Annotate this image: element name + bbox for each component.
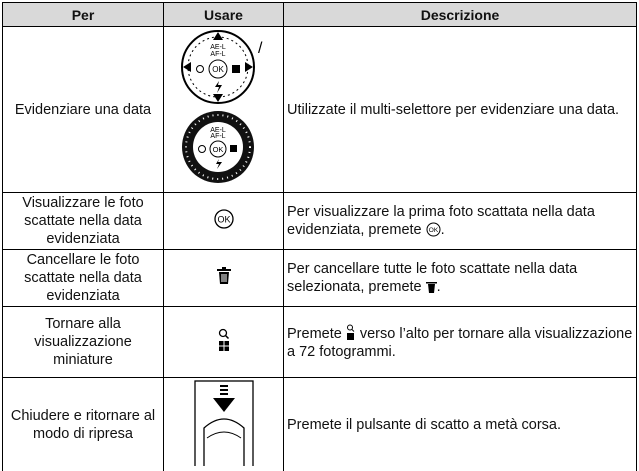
- description: Per visualizzare la prima foto scattata …: [284, 193, 637, 250]
- control: [164, 250, 284, 307]
- control: [164, 378, 284, 471]
- ok-icon: OK: [213, 208, 235, 230]
- description-text: .: [441, 222, 445, 238]
- separator: /: [258, 40, 263, 57]
- icon-label: OK: [212, 65, 224, 74]
- icon-label: AE-L: [210, 44, 226, 51]
- description: Premete verso l’alto per tornare alla vi…: [284, 307, 637, 378]
- icon-label: OK: [217, 214, 230, 224]
- delete-icon: [426, 280, 437, 294]
- icon-label: OK: [212, 145, 223, 154]
- delete-icon: [216, 266, 232, 286]
- action: Tornare alla visualizzazione miniature: [3, 307, 164, 378]
- zoom-out-icon: [346, 324, 356, 341]
- header-cell: Usare: [164, 3, 284, 27]
- description-text: .: [437, 279, 441, 295]
- control: OK: [164, 193, 284, 250]
- action: Chiudere e ritornare al modo di ripresa: [3, 378, 164, 471]
- description-text: Premete: [287, 326, 342, 342]
- description: Premete il pulsante di scatto a metà cor…: [284, 378, 637, 471]
- control: AE-L AF-L OK / AE-L AF-L OK: [164, 27, 284, 193]
- ok-icon: OK: [426, 222, 441, 237]
- description-text: Premete il pulsante di scatto a metà cor…: [287, 417, 561, 433]
- description: Per cancellare tutte le foto scattate ne…: [284, 250, 637, 307]
- action: Evidenziare una data: [3, 27, 164, 193]
- header-cell: Descrizione: [284, 3, 637, 27]
- description: Utilizzate il multi-selettore per eviden…: [284, 27, 637, 193]
- header-cell: Per: [3, 3, 164, 27]
- icon-label: AF-L: [210, 51, 225, 58]
- zoom-out-icon: [217, 328, 231, 352]
- icon-label: OK: [428, 227, 438, 234]
- action: Visualizzare le foto scattate nella data…: [3, 193, 164, 250]
- control: [164, 307, 284, 378]
- action: Cancellare le foto scattate nella data e…: [3, 250, 164, 307]
- multi-selector-icon: AE-L AF-L OK / AE-L AF-L OK: [174, 27, 274, 187]
- shutter-icon: [194, 378, 254, 466]
- description-text: Utilizzate il multi-selettore per eviden…: [287, 102, 619, 118]
- icon-label: AF-L: [210, 133, 225, 140]
